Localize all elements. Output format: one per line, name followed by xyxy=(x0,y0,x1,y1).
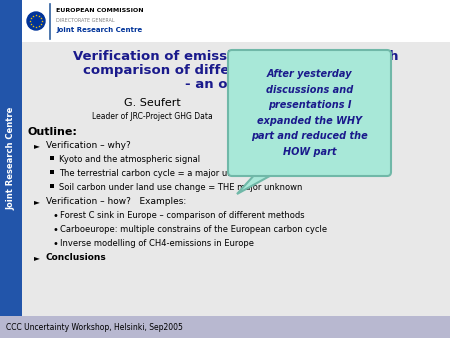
Bar xyxy=(22,0,450,42)
Text: CCC Uncertainty Workshop, Helsinki, Sep2005: CCC Uncertainty Workshop, Helsinki, Sep2… xyxy=(6,322,183,332)
Text: Soil carbon under land use change = THE major unknown: Soil carbon under land use change = THE … xyxy=(59,183,302,192)
Bar xyxy=(22,42,450,316)
Circle shape xyxy=(27,12,45,30)
Text: ►: ► xyxy=(34,253,40,262)
Text: After yesterday
discussions and
presentations I
expanded the WHY
part and reduce: After yesterday discussions and presenta… xyxy=(251,69,368,157)
Text: Outline:: Outline: xyxy=(27,127,77,137)
Text: •: • xyxy=(52,225,58,235)
FancyBboxPatch shape xyxy=(228,50,391,176)
Polygon shape xyxy=(237,172,277,194)
Text: Kyoto and the atmospheric signal: Kyoto and the atmospheric signal xyxy=(59,155,200,164)
Text: ►: ► xyxy=(34,141,40,150)
Text: Carboeurope: multiple constrains of the European carbon cycle: Carboeurope: multiple constrains of the … xyxy=(60,225,327,234)
Text: Joint Research Centre: Joint Research Centre xyxy=(56,27,142,33)
Text: EUROPEAN COMMISSION: EUROPEAN COMMISSION xyxy=(56,7,144,13)
Text: - an overview: - an overview xyxy=(185,78,287,91)
Bar xyxy=(0,316,450,338)
Text: Verification – how?   Examples:: Verification – how? Examples: xyxy=(46,197,186,206)
Text: Verification of emissions and sinks through: Verification of emissions and sinks thro… xyxy=(73,50,399,63)
Text: comparison of different methods/models: comparison of different methods/models xyxy=(83,64,389,77)
Text: Verification – why?: Verification – why? xyxy=(46,141,131,150)
Text: ►: ► xyxy=(34,197,40,206)
Text: Forest C sink in Europe – comparison of different methods: Forest C sink in Europe – comparison of … xyxy=(60,211,305,220)
Text: G. Seufert: G. Seufert xyxy=(124,98,180,108)
Text: Joint Research Centre: Joint Research Centre xyxy=(6,106,15,210)
Text: Conclusions: Conclusions xyxy=(46,253,107,262)
Text: DIRECTORATE GENERAL: DIRECTORATE GENERAL xyxy=(56,18,115,23)
Text: •: • xyxy=(52,239,58,249)
Text: •: • xyxy=(52,211,58,221)
Bar xyxy=(0,0,22,316)
Text: The terrestrial carbon cycle = a major unknown: The terrestrial carbon cycle = a major u… xyxy=(59,169,260,178)
Text: Leader of JRC-Project GHG Data: Leader of JRC-Project GHG Data xyxy=(92,112,212,121)
Bar xyxy=(238,168,276,172)
Text: Inverse modelling of CH4-emissions in Europe: Inverse modelling of CH4-emissions in Eu… xyxy=(60,239,254,248)
